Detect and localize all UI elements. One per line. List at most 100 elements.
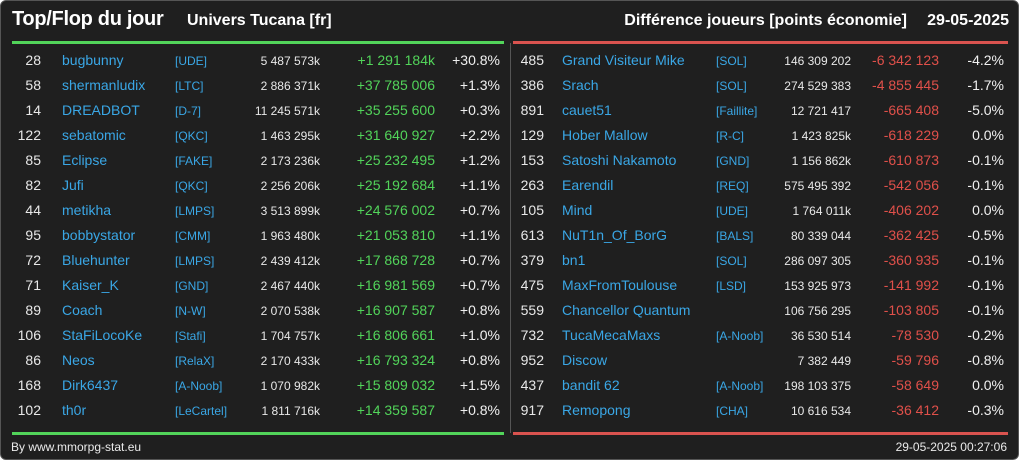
rank-cell: 28 <box>25 52 41 68</box>
diff-cell: +17 868 728 <box>356 252 435 268</box>
alliance-tag-link[interactable]: [UDE] <box>175 54 208 68</box>
diff-cell: +37 785 006 <box>356 77 435 93</box>
diff-cell: -78 530 <box>891 327 939 343</box>
alliance-tag-link[interactable]: [RelaX] <box>175 354 215 368</box>
alliance-tag-link[interactable]: [GND] <box>175 279 209 293</box>
player-name-link[interactable]: bandit 62 <box>562 377 620 393</box>
alliance-tag-link[interactable]: [REQ] <box>716 179 749 193</box>
rank-cell: 379 <box>520 252 544 268</box>
diff-cell: -4 855 445 <box>872 77 939 93</box>
player-name-link[interactable]: Dirk6437 <box>62 377 119 393</box>
alliance-tag-link[interactable]: [BALS] <box>716 229 754 243</box>
alliance-tag-link[interactable]: [CMM] <box>175 229 211 243</box>
alliance-tag-link[interactable]: [A-Noob] <box>716 329 764 343</box>
alliance-tag-link[interactable]: [Stafi] <box>175 329 206 343</box>
alliance-tag-link[interactable]: [A-Noob] <box>175 379 223 393</box>
player-name-link[interactable]: bn1 <box>562 252 586 268</box>
player-name-link[interactable]: Eclipse <box>62 152 108 168</box>
player-name-link[interactable]: TucaMecaMaxs <box>562 327 661 343</box>
player-name-link[interactable]: Jufi <box>62 177 84 193</box>
points-cell: 575 495 392 <box>784 179 851 193</box>
player-name-link[interactable]: Kaiser_K <box>62 277 119 293</box>
table-row: 153 Satoshi Nakamoto [GND] 1 156 862k -610 8… <box>1 148 1018 173</box>
diff-cell: +25 192 684 <box>356 177 435 193</box>
alliance-tag-link[interactable]: [R-C] <box>716 129 744 143</box>
points-cell: 1 070 982k <box>260 379 320 393</box>
table-row: 732 TucaMecaMaxs [A-Noob] 36 530 514 -78 530… <box>1 323 1018 348</box>
rank-cell: 122 <box>17 127 41 143</box>
player-name-link[interactable]: DREADBOT <box>62 102 140 118</box>
table-row: 71 Kaiser_K [GND] 2 467 440k +16 981 569 +0.7… <box>1 273 510 298</box>
alliance-tag-link[interactable]: [LMPS] <box>175 204 215 218</box>
alliance-tag-link[interactable]: [Faillite] <box>716 104 758 118</box>
player-name-link[interactable]: Remopong <box>562 402 631 418</box>
rank-cell: 263 <box>520 177 544 193</box>
percent-cell: -0.1% <box>967 277 1004 293</box>
player-name-link[interactable]: bugbunny <box>62 52 124 68</box>
player-name-link[interactable]: Mind <box>562 202 593 218</box>
player-name-link[interactable]: Grand Visiteur Mike <box>562 52 685 68</box>
player-name-link[interactable]: Earendil <box>562 177 614 193</box>
percent-cell: +1.0% <box>459 327 500 343</box>
alliance-tag-link[interactable]: [LeCartel] <box>175 404 228 418</box>
percent-cell: +1.3% <box>459 77 500 93</box>
rank-cell: 89 <box>25 302 41 318</box>
alliance-tag-link[interactable]: [SOL] <box>716 254 747 268</box>
player-name-link[interactable]: th0r <box>62 402 87 418</box>
alliance-tag-link[interactable]: [LMPS] <box>175 254 215 268</box>
rank-cell: 82 <box>25 177 41 193</box>
table-row: 14 DREADBOT [D-7] 11 245 571k +35 255 600 +0.… <box>1 98 510 123</box>
alliance-tag-link[interactable]: [SOL] <box>716 79 747 93</box>
alliance-tag-link[interactable]: [GND] <box>716 154 750 168</box>
rank-cell: 95 <box>25 227 41 243</box>
table-row: 44 metikha [LMPS] 3 513 899k +24 576 002 +0.7… <box>1 198 510 223</box>
diff-cell: +35 255 600 <box>356 102 435 118</box>
player-name-link[interactable]: Chancellor Quantum <box>562 302 691 318</box>
page-title: Top/Flop du jour <box>12 8 164 30</box>
points-cell: 1 156 862k <box>791 154 851 168</box>
player-name-link[interactable]: sebatomic <box>62 127 126 143</box>
points-cell: 5 487 573k <box>260 54 320 68</box>
player-name-link[interactable]: Satoshi Nakamoto <box>562 152 677 168</box>
diff-cell: +14 359 587 <box>356 402 435 418</box>
player-name-link[interactable]: NuT1n_Of_BorG <box>562 227 668 243</box>
table-row: 263 Earendil [REQ] 575 495 392 -542 056 -0.1% <box>1 173 1018 198</box>
player-name-link[interactable]: Srach <box>562 77 599 93</box>
alliance-tag-link[interactable]: [FAKE] <box>175 154 213 168</box>
alliance-tag-link[interactable]: [LSD] <box>716 279 747 293</box>
table-row: 168 Dirk6437 [A-Noob] 1 070 982k +15 809 032… <box>1 373 510 398</box>
header-date: 29-05-2025 <box>927 12 1009 29</box>
alliance-tag-link[interactable]: [CHA] <box>716 404 749 418</box>
diff-cell: +16 907 587 <box>356 302 435 318</box>
rank-cell: 106 <box>17 327 41 343</box>
player-name-link[interactable]: shermanludix <box>62 77 146 93</box>
percent-cell: -0.5% <box>967 227 1004 243</box>
percent-cell: +0.8% <box>459 402 500 418</box>
player-name-link[interactable]: MaxFromToulouse <box>562 277 678 293</box>
alliance-tag-link[interactable]: [QKC] <box>175 179 208 193</box>
alliance-tag-link[interactable]: [QKC] <box>175 129 208 143</box>
points-cell: 1 463 295k <box>260 129 320 143</box>
player-name-link[interactable]: Coach <box>62 302 103 318</box>
player-name-link[interactable]: Bluehunter <box>62 252 130 268</box>
alliance-tag-link[interactable]: [A-Noob] <box>716 379 764 393</box>
points-cell: 2 070 538k <box>260 304 320 318</box>
player-name-link[interactable]: cauet51 <box>562 102 612 118</box>
player-name-link[interactable]: Hober Mallow <box>562 127 648 143</box>
player-name-link[interactable]: Discow <box>562 352 608 368</box>
table-row: 475 MaxFromToulouse [LSD] 153 925 973 -141 9… <box>1 273 1018 298</box>
alliance-tag-link[interactable]: [LTC] <box>175 79 204 93</box>
player-name-link[interactable]: metikha <box>62 202 112 218</box>
player-name-link[interactable]: bobbystator <box>62 227 136 243</box>
table-row: 85 Eclipse [FAKE] 2 173 236k +25 232 495 +1.2… <box>1 148 510 173</box>
table-row: 72 Bluehunter [LMPS] 2 439 412k +17 868 728 +… <box>1 248 510 273</box>
rank-cell: 475 <box>520 277 544 293</box>
alliance-tag-link[interactable]: [UDE] <box>716 204 749 218</box>
rank-cell: 72 <box>25 252 41 268</box>
player-name-link[interactable]: StaFiLocoKe <box>62 327 143 343</box>
alliance-tag-link[interactable]: [N-W] <box>175 304 206 318</box>
alliance-tag-link[interactable]: [D-7] <box>175 104 202 118</box>
player-name-link[interactable]: Neos <box>62 352 95 368</box>
rank-cell: 891 <box>520 102 544 118</box>
alliance-tag-link[interactable]: [SOL] <box>716 54 747 68</box>
